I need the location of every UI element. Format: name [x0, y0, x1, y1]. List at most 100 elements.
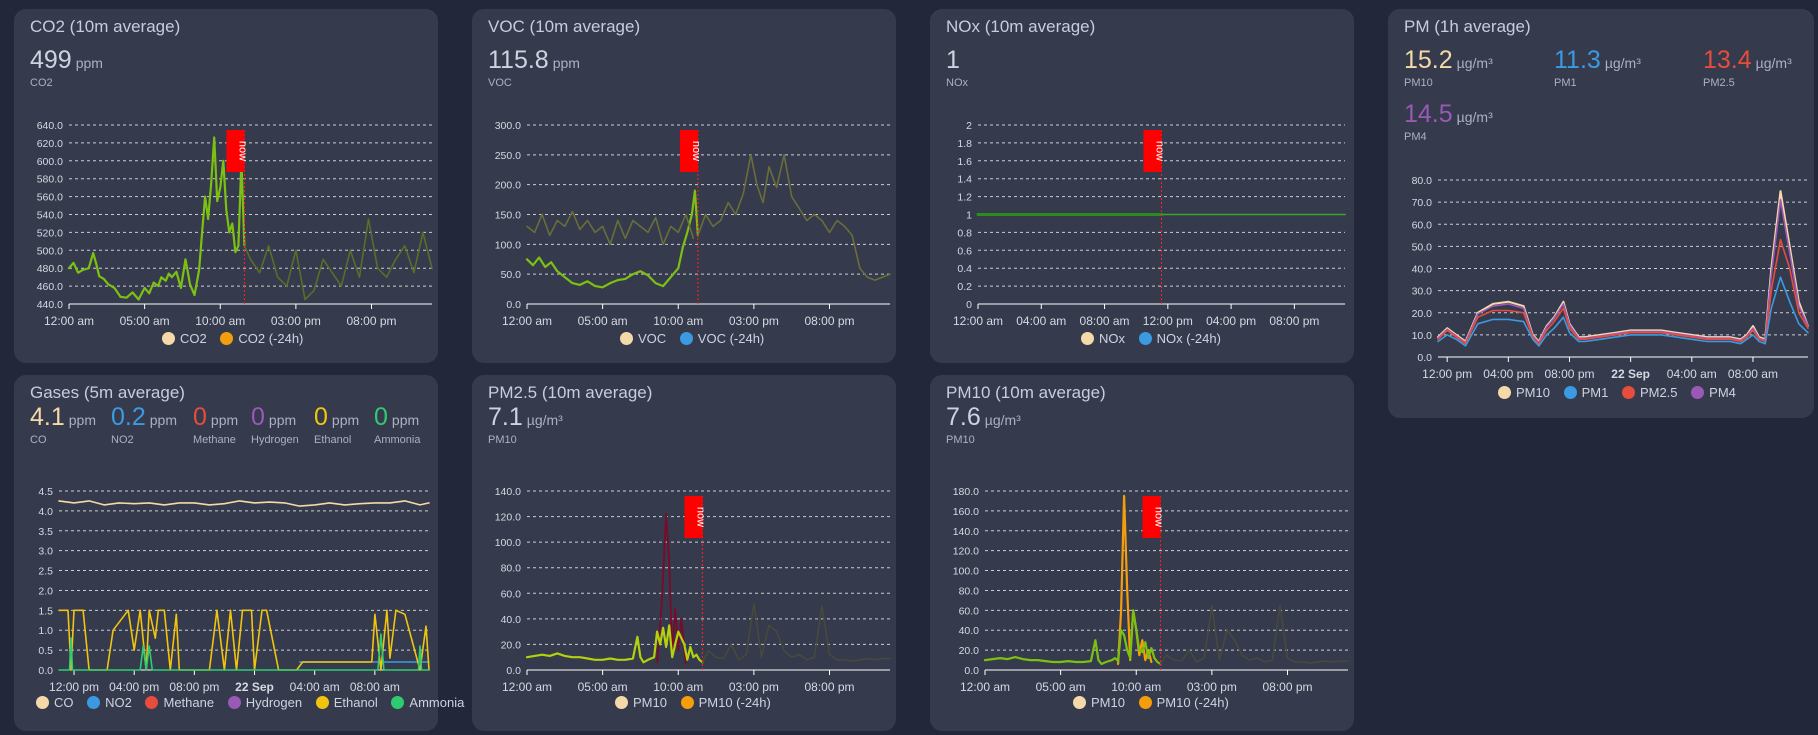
stat-unit: µg/m³ [984, 412, 1021, 428]
pm25-card: PM2.5 (10m average) 7.1 µg/m³ PM10 140.0 1… [472, 375, 896, 731]
y-tick-label: 80.0 [1412, 175, 1433, 187]
card-title[interactable]: NOx (10m average) [946, 17, 1096, 36]
y-tick-label: 0.5 [38, 645, 53, 657]
y-tick-label: 20.0 [1412, 308, 1433, 320]
legend-item-hydrogen[interactable]: Hydrogen [227, 695, 302, 710]
card-title[interactable]: CO2 (10m average) [30, 17, 181, 36]
x-tick-label: 04:00 am [290, 680, 340, 694]
legend-label: VOC (-24h) [697, 331, 765, 346]
stat-value: 0 [251, 403, 265, 431]
card-title[interactable]: PM2.5 (10m average) [488, 383, 653, 402]
x-tick-label: 08:00 pm [804, 680, 854, 694]
gases-chart[interactable]: 4.5 4.0 3.5 3.0 2.5 2.0 1.5 1.0 0.5 0.0 12:00 pm 04… [14, 470, 438, 700]
stat-label: CO [30, 434, 47, 446]
legend-item-pm10[interactable]: PM10 [1498, 385, 1550, 400]
stat-label: Methane [193, 434, 236, 446]
y-tick-label: 120.0 [495, 512, 521, 524]
y-tick-label: 250.0 [495, 150, 521, 162]
chart-legend: PM10 PM1 PM2.5 PM4 [1498, 385, 1746, 402]
legend-item-voc-24h[interactable]: VOC (-24h) [679, 331, 765, 346]
pm-chart[interactable]: 80.0 70.0 60.0 50.0 40.0 30.0 20.0 10.0 0.0 12:00… [1388, 159, 1814, 389]
series-line [525, 189, 699, 289]
no2-stat[interactable]: 0.2 ppm NO2 [111, 403, 177, 446]
y-tick-label: 460.0 [37, 281, 63, 293]
series-line [1437, 238, 1809, 345]
pm25-stat[interactable]: 13.4 µg/m³ PM2.5 [1703, 46, 1792, 89]
legend-item-co[interactable]: CO [36, 695, 74, 710]
y-tick-label: 120.0 [953, 546, 979, 558]
legend-dot [36, 696, 49, 709]
legend-label: PM2.5 [1639, 385, 1678, 400]
pm1-stat[interactable]: 11.3 µg/m³ PM1 [1554, 46, 1641, 89]
legend-item-voc[interactable]: VOC [620, 331, 666, 346]
methane-stat[interactable]: 0 ppm Methane [193, 403, 238, 446]
legend-item-pm10[interactable]: PM10 [1073, 695, 1125, 710]
series-line [526, 210, 695, 246]
card-title[interactable]: PM (1h average) [1404, 17, 1531, 36]
x-tick-label: 05:00 am [1036, 680, 1086, 694]
pm25-chart[interactable]: 140.0 120.0 100.0 80.0 60.0 40.0 20.0 0.0 12:00 … [472, 470, 896, 700]
stat-value: 0 [314, 403, 328, 431]
pm10-stat[interactable]: 15.2 µg/m³ PM10 [1404, 46, 1493, 89]
y-tick-label: 0.0 [38, 665, 53, 677]
co2-chart[interactable]: 640.0 620.0 600.0 580.0 560.0 540.0 520.0 500.0… [14, 104, 438, 334]
pm25-stat[interactable]: 7.1 µg/m³ PM10 [488, 403, 563, 446]
ethanol-stat[interactable]: 0 ppm Ethanol [314, 403, 359, 446]
hydrogen-stat[interactable]: 0 ppm Hydrogen [251, 403, 299, 446]
y-tick-label: 30.0 [1412, 286, 1433, 298]
stat-label: Ammonia [374, 434, 421, 446]
legend-item-ammonia[interactable]: Ammonia [391, 695, 464, 710]
stat-unit: ppm [268, 412, 297, 428]
legend-item-co2[interactable]: CO2 [162, 331, 207, 346]
stat-value: 0.2 [111, 403, 146, 431]
pm10-chart[interactable]: 180.0 160.0 140.0 120.0 100.0 80.0 60.0 40.0 20.… [930, 470, 1354, 700]
card-title[interactable]: VOC (10m average) [488, 17, 641, 36]
legend-item-nox-24h[interactable]: NOx (-24h) [1138, 331, 1221, 346]
legend-item-methane[interactable]: Methane [145, 695, 214, 710]
pm10-stat[interactable]: 7.6 µg/m³ PM10 [946, 403, 1021, 446]
stat-unit: ppm [391, 412, 420, 428]
y-tick-label: 1.2 [957, 192, 972, 204]
stat-value: 7.6 [946, 403, 981, 431]
legend-label: NOx [1099, 331, 1125, 346]
legend-item-nox[interactable]: NOx [1081, 331, 1125, 346]
legend-dot [227, 696, 241, 709]
y-tick-label: 500.0 [37, 245, 63, 257]
nox-chart[interactable]: 2 1.8 1.6 1.4 1.2 1 0.8 0.6 0.4 0.2 0 12:00 am 04:00… [930, 104, 1354, 334]
legend-item-pm1[interactable]: PM1 [1563, 385, 1608, 400]
x-tick-label: 10:00 am [1111, 680, 1161, 694]
x-tick-label: 04:00 am [1016, 314, 1066, 328]
y-tick-label: 1.8 [957, 138, 972, 150]
legend-dot [1691, 386, 1705, 399]
legend-dot [615, 696, 628, 709]
chart-legend: CO NO2 Methane Hydrogen Ethanol Ammonia [36, 695, 474, 712]
legend-item-pm10-24h[interactable]: PM10 (-24h) [1138, 695, 1229, 710]
card-title[interactable]: PM10 (10m average) [946, 383, 1106, 402]
legend-item-pm10-24h[interactable]: PM10 (-24h) [680, 695, 771, 710]
now-marker-badge [1142, 496, 1161, 538]
co2-stat[interactable]: 499 ppm CO2 [30, 46, 103, 89]
pm4-stat[interactable]: 14.5 µg/m³ PM4 [1404, 100, 1493, 143]
ammonia-stat[interactable]: 0 ppm Ammonia [374, 403, 420, 446]
legend-item-pm4[interactable]: PM4 [1691, 385, 1736, 400]
legend-label: Methane [163, 695, 215, 710]
stat-label: PM10 [1404, 77, 1433, 89]
legend-item-ethanol[interactable]: Ethanol [315, 695, 378, 710]
co-stat[interactable]: 4.1 ppm CO [30, 403, 96, 446]
card-title[interactable]: Gases (5m average) [30, 383, 185, 402]
x-tick-label: 08:00 am [1080, 314, 1130, 328]
stat-value: 499 [30, 46, 72, 74]
legend-item-co2-24h[interactable]: CO2 (-24h) [220, 331, 303, 346]
legend-item-no2[interactable]: NO2 [87, 695, 132, 710]
legend-label: PM10 (-24h) [698, 695, 771, 710]
voc-chart[interactable]: 300.0 250.0 200.0 150.0 100.0 50.0 0.0 12:00 am… [472, 104, 896, 334]
y-tick-label: 80.0 [501, 563, 522, 575]
legend-item-pm25[interactable]: PM2.5 [1621, 385, 1678, 400]
legend-label: CO2 [180, 331, 207, 346]
stat-label: Ethanol [314, 434, 352, 446]
voc-stat[interactable]: 115.8 ppm VOC [488, 46, 580, 89]
nox-stat[interactable]: 1 NOx [946, 46, 968, 89]
legend-label: PM4 [1709, 385, 1736, 400]
y-tick-label: 1.4 [957, 174, 972, 186]
legend-item-pm10[interactable]: PM10 [615, 695, 667, 710]
